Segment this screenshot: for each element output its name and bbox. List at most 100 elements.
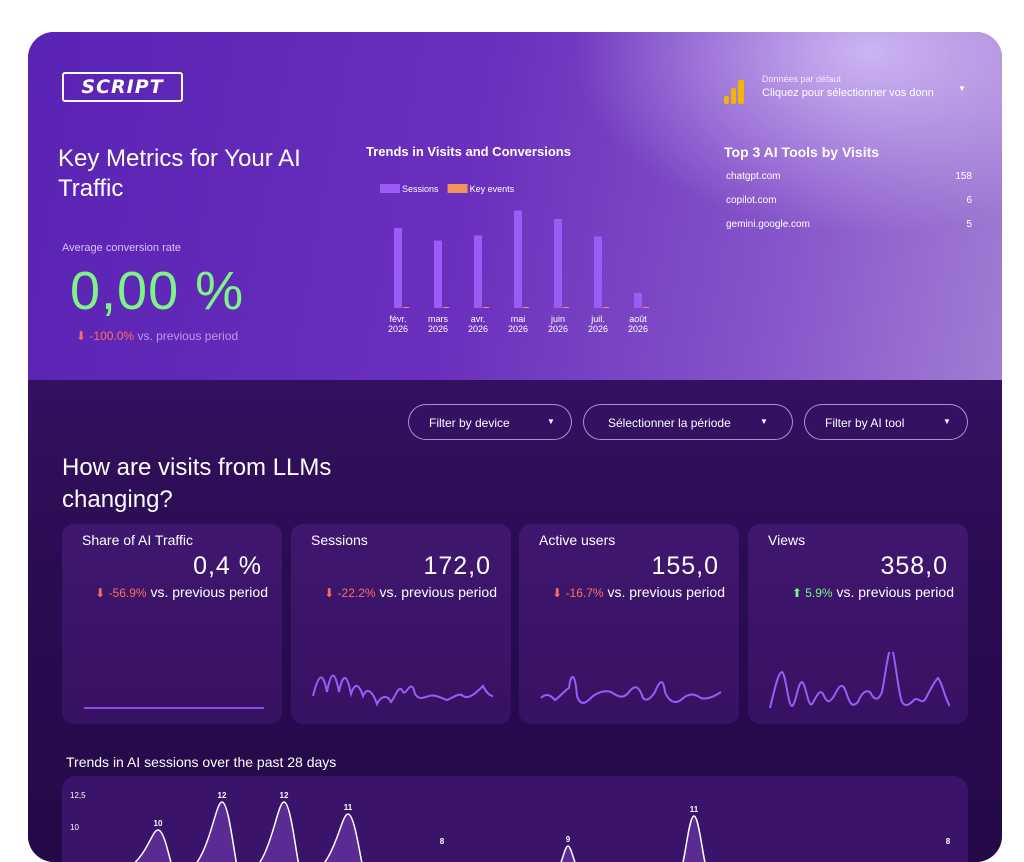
filter-device-dropdown[interactable]: Filter by device ▼: [408, 404, 572, 440]
table-row[interactable]: chatgpt.com 158: [726, 170, 972, 194]
x-tick-label: 2026: [588, 324, 608, 334]
x-tick-label: 2026: [508, 324, 528, 334]
tool-value: 6: [966, 195, 972, 206]
data-source-selector[interactable]: Données par défaut Cliquez pour sélectio…: [724, 72, 974, 108]
card-value: 358,0: [880, 552, 948, 580]
bar-sessions: [434, 240, 442, 308]
table-row[interactable]: gemini.google.com 5: [726, 218, 972, 242]
arrow-down-icon: ⬇: [552, 586, 566, 600]
trends-visits-title: Trends in Visits and Conversions: [366, 144, 571, 159]
llm-visits-title: How are visits from LLMs changing?: [62, 454, 332, 513]
y-tick-label: 10: [70, 823, 79, 832]
delta-value: 5.9%: [805, 586, 833, 600]
delta-value: -56.9%: [108, 586, 147, 600]
period-selector-dropdown[interactable]: Sélectionner la période ▼: [583, 404, 793, 440]
arrow-up-icon: ⬆: [791, 586, 806, 600]
filter-tool-label: Filter by AI tool: [825, 416, 905, 430]
x-tick-label: 2026: [548, 324, 568, 334]
x-tick-label: avr.: [471, 314, 486, 324]
period-label: Sélectionner la période: [608, 416, 731, 430]
trends-visits-chart: Sessions Key eventsfévr.2026mars2026avr.2…: [380, 184, 649, 334]
arrow-down-icon: ⬇: [95, 586, 109, 600]
bar-sessions: [394, 228, 402, 308]
card-active-users[interactable]: Active users 155,0 ⬇ -16.7% vs. previous…: [519, 524, 739, 724]
card-delta: ⬇ -56.9% vs. previous period: [95, 584, 268, 600]
trend28-chart: 12,5 10 10 12 12 11 8 9 11 8: [70, 791, 951, 862]
card-value: 0,4 %: [193, 552, 262, 580]
bar-sessions: [594, 236, 602, 308]
data-label: 10: [154, 819, 163, 828]
avg-conversion-value: 0,00 %: [70, 261, 245, 321]
card-title: Sessions: [311, 532, 368, 548]
card-delta: ⬇ -16.7% vs. previous period: [552, 584, 725, 600]
card-title: Share of AI Traffic: [82, 532, 194, 548]
avg-conversion-label: Average conversion rate: [62, 242, 182, 254]
data-label: 11: [344, 803, 353, 812]
key-metrics-title: Key Metrics for Your AI Traffic: [58, 145, 301, 202]
data-label: 8: [440, 837, 445, 846]
x-tick-label: août: [629, 314, 647, 324]
bar-key-events: [563, 307, 569, 308]
card-delta: ⬇ -22.2% vs. previous period: [324, 584, 497, 600]
x-tick-label: mai: [511, 314, 526, 324]
bar-sessions: [474, 235, 482, 308]
x-tick-label: 2026: [428, 324, 448, 334]
delta-value: -100.0%: [89, 329, 135, 343]
card-share-ai-traffic[interactable]: Share of AI Traffic 0,4 % ⬇ -56.9% vs. p…: [62, 524, 282, 724]
delta-value: -16.7%: [565, 586, 604, 600]
trend28-title: Trends in AI sessions over the past 28 d…: [66, 754, 337, 770]
top3-table: chatgpt.com 158 copilot.com 6 gemini.googl…: [726, 170, 972, 242]
table-row[interactable]: copilot.com 6: [726, 194, 972, 218]
card-value: 172,0: [423, 552, 491, 580]
data-label: 11: [690, 805, 699, 814]
tool-name: gemini.google.com: [726, 219, 810, 230]
x-tick-label: 2026: [628, 324, 648, 334]
bar-key-events: [483, 307, 489, 308]
tool-name: chatgpt.com: [726, 171, 781, 182]
x-tick-label: 2026: [388, 324, 408, 334]
bar-key-events: [443, 307, 449, 308]
sparkline: [769, 652, 950, 709]
delta-suffix: vs. previous period: [134, 329, 239, 343]
bar-key-events: [603, 307, 609, 308]
script-logo: SCRIPT: [62, 72, 183, 102]
x-tick-label: mars: [428, 314, 448, 324]
bar-key-events: [523, 307, 529, 308]
x-tick-label: juin: [550, 314, 565, 324]
x-tick-label: 2026: [468, 324, 488, 334]
card-title: Active users: [539, 532, 616, 548]
data-source-title: Données par défaut: [762, 74, 842, 84]
data-label: 8: [946, 837, 951, 846]
caret-down-icon: ▼: [760, 417, 768, 426]
legend-swatch: [380, 184, 400, 193]
avg-conversion-delta: ⬇ -100.0% vs. previous period: [76, 329, 238, 343]
top3-title: Top 3 AI Tools by Visits: [724, 144, 880, 160]
series-area: [134, 801, 706, 862]
bar-key-events: [643, 307, 649, 308]
card-sessions[interactable]: Sessions 172,0 ⬇ -22.2% vs. previous per…: [291, 524, 511, 724]
legend-swatch: [447, 184, 468, 193]
dashboard-frame: SCRIPT Données par défaut Cliquez pour s…: [28, 32, 1002, 862]
card-value: 155,0: [651, 552, 719, 580]
x-tick-label: juil.: [590, 314, 605, 324]
card-title: Views: [768, 532, 806, 548]
arrow-down-icon: ⬇: [324, 586, 338, 600]
x-tick-label: févr.: [389, 314, 406, 324]
arrow-down-icon: ⬇: [76, 329, 87, 343]
tool-value: 5: [966, 219, 972, 230]
card-views[interactable]: Views 358,0 ⬆ 5.9% vs. previous period: [748, 524, 968, 724]
bar-sessions: [634, 293, 642, 308]
bar-sessions: [554, 219, 562, 308]
delta-suffix: vs. previous period: [832, 584, 954, 600]
delta-value: -22.2%: [337, 586, 376, 600]
caret-down-icon: ▼: [547, 417, 555, 426]
hero-section: [28, 32, 1002, 380]
data-label: 12: [280, 791, 289, 800]
y-tick-label: 12,5: [70, 791, 86, 800]
data-label: 12: [218, 791, 227, 800]
filter-ai-tool-dropdown[interactable]: Filter by AI tool ▼: [804, 404, 968, 440]
data-label: 9: [566, 835, 571, 844]
tool-name: copilot.com: [726, 195, 777, 206]
bar-key-events: [403, 307, 409, 308]
sparkline: [540, 676, 721, 704]
